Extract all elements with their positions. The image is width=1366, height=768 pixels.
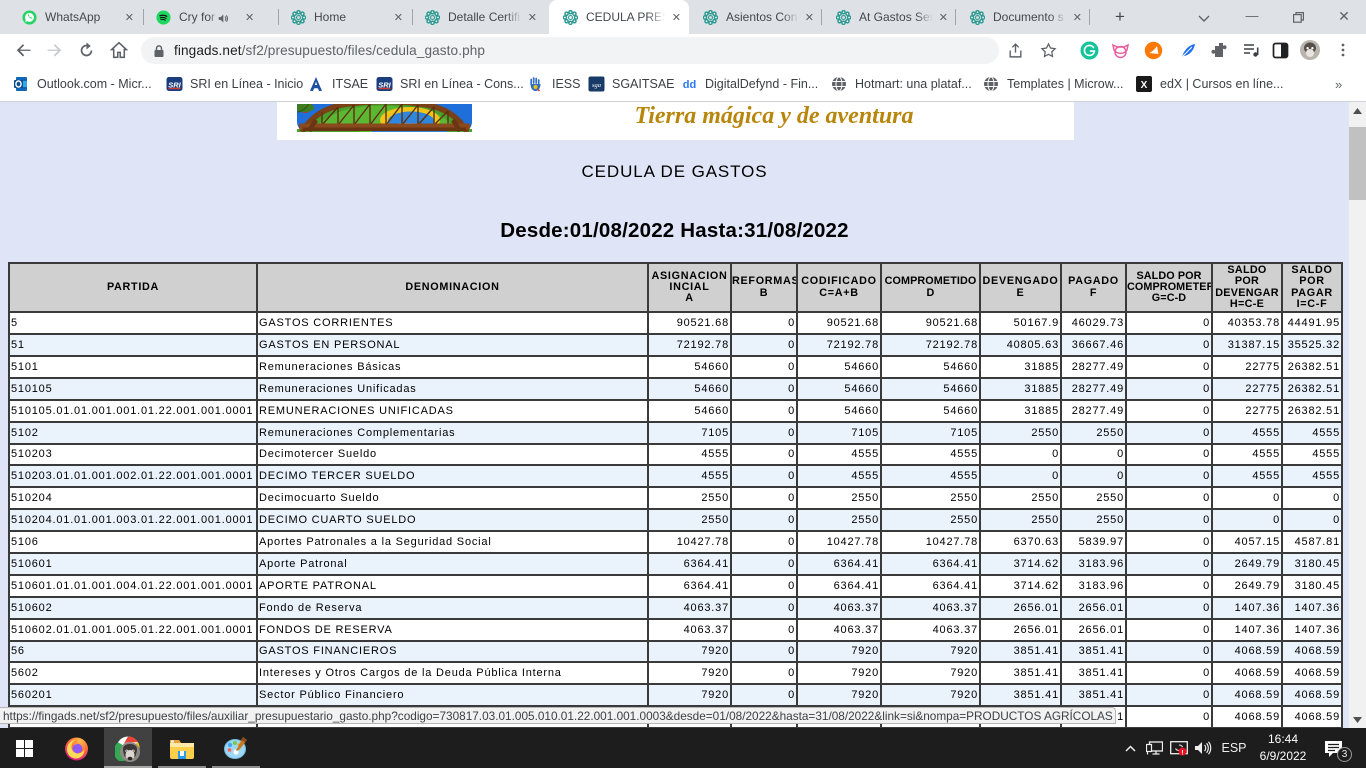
svg-text:sga: sga [592,82,601,89]
svg-text:SRI: SRI [168,81,181,90]
svg-text:!: ! [1181,749,1183,756]
svg-text:dd: dd [683,79,697,91]
svg-text:SRI: SRI [378,81,391,90]
svg-text:X: X [1141,80,1148,91]
